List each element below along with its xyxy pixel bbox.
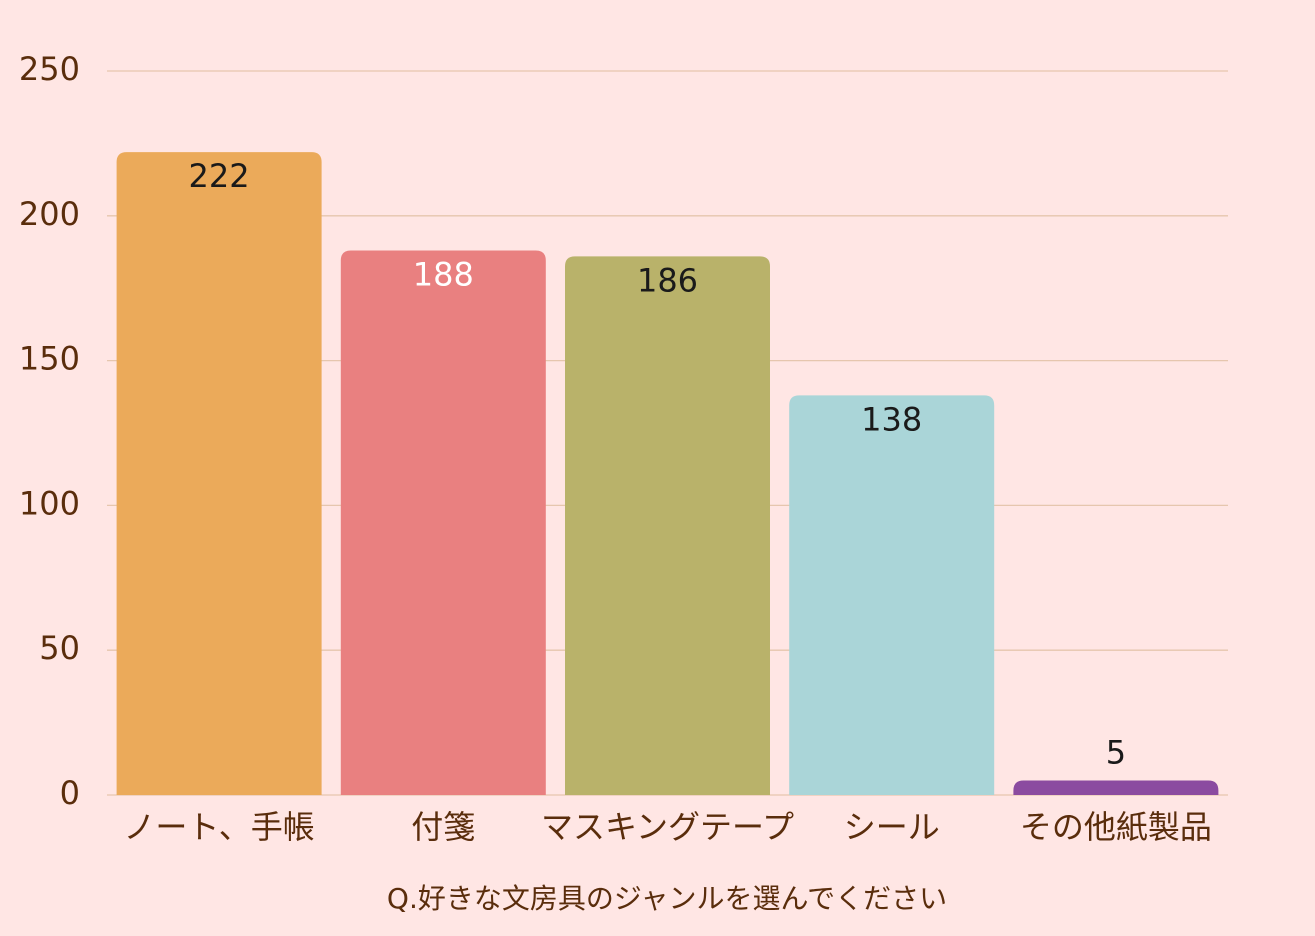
value-label: 5 xyxy=(1106,734,1126,772)
y-tick-label: 50 xyxy=(39,629,80,667)
bar xyxy=(340,250,546,795)
bar xyxy=(1013,780,1219,795)
y-tick-label: 100 xyxy=(19,484,80,522)
bar xyxy=(789,395,995,795)
y-tick-label: 150 xyxy=(19,340,80,378)
x-tick-label: シール xyxy=(844,808,940,846)
bar xyxy=(116,152,322,795)
value-label: 186 xyxy=(637,261,698,299)
x-tick-label: マスキングテープ xyxy=(541,808,794,846)
x-tick-label: 付箋 xyxy=(411,808,475,846)
bar xyxy=(565,256,770,795)
x-axis-label: Q.好きな文房具のジャンルを選んでください xyxy=(387,882,947,915)
value-label: 188 xyxy=(413,256,474,294)
y-tick-label: 0 xyxy=(60,774,80,812)
y-tick-label: 250 xyxy=(19,50,80,88)
x-tick-label: その他紙製品 xyxy=(1020,808,1212,846)
y-tick-label: 200 xyxy=(19,195,80,233)
value-label: 138 xyxy=(861,400,922,438)
x-tick-label: ノート、手帳 xyxy=(123,808,314,846)
value-label: 222 xyxy=(189,157,250,195)
